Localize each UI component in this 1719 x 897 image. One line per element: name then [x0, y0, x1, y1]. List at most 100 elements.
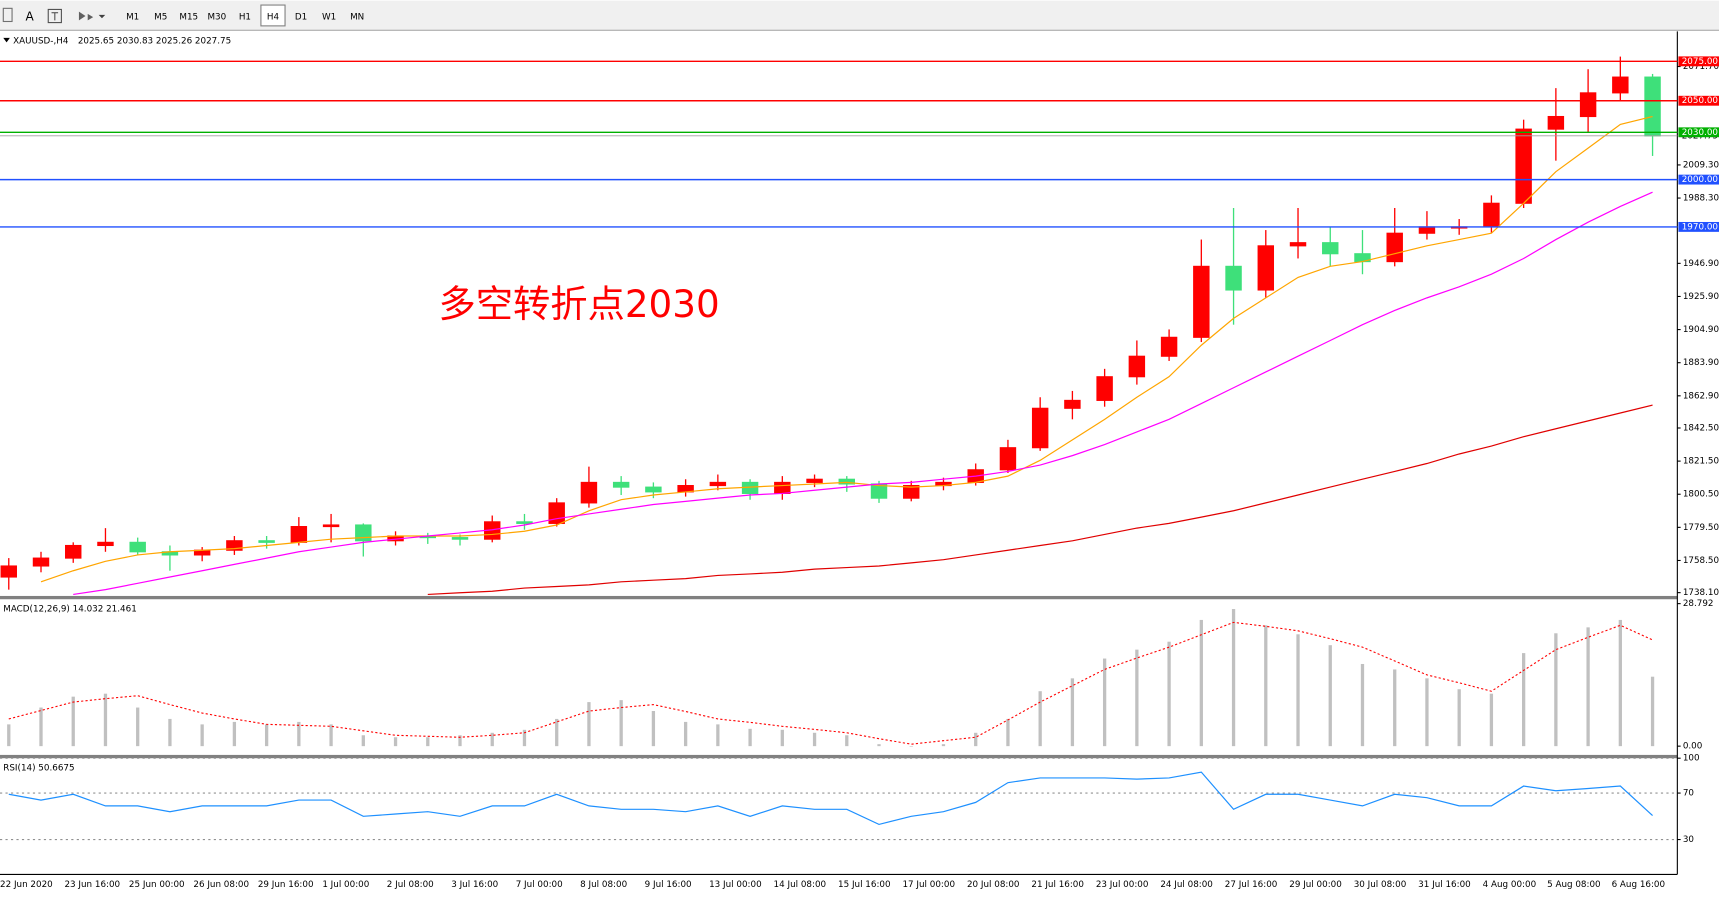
timeframe-button[interactable]: H1: [239, 13, 251, 23]
macd-bar: [168, 718, 172, 747]
y-tick-label: 1988.30: [1683, 194, 1719, 204]
x-tick-label: 3 Jul 16:00: [451, 880, 498, 890]
candle-body: [1257, 245, 1275, 291]
candle-body: [1515, 128, 1532, 204]
y-tick-label: 1821.50: [1683, 457, 1719, 467]
macd-bar: [780, 729, 784, 747]
macd-bar: [71, 696, 75, 747]
candle-body: [1289, 242, 1307, 247]
candle-body: [774, 481, 791, 494]
y-tick-label: 28.792: [1683, 599, 1714, 609]
macd-bar: [748, 728, 752, 747]
macd-bar: [490, 732, 494, 747]
y-tick-label: 1842.50: [1683, 423, 1719, 433]
timeframe-button[interactable]: M15: [179, 13, 198, 23]
signal-line: [8, 621, 1653, 745]
collapse-icon[interactable]: [3, 37, 10, 43]
y-tick-label: 1883.90: [1683, 358, 1719, 368]
moving-average: [427, 404, 1653, 596]
x-tick-label: 22 Jun 2020: [0, 880, 53, 890]
timeframe-button[interactable]: M5: [154, 13, 167, 23]
candle-body: [129, 541, 146, 553]
y-tick-label: 30: [1683, 835, 1694, 845]
x-tick-label: 15 Jul 16:00: [838, 880, 891, 890]
x-tick-label: 24 Jul 08:00: [1160, 880, 1213, 890]
macd-bar: [812, 732, 817, 747]
candle-body: [580, 481, 598, 504]
macd-bar: [619, 700, 623, 747]
macd-bar: [232, 721, 237, 747]
x-tick-label: 2 Jul 08:00: [387, 880, 434, 890]
level-label: 2030.00: [1682, 128, 1718, 138]
timeframe-button[interactable]: W1: [322, 13, 336, 23]
candle-body: [290, 526, 308, 543]
x-tick-label: 5 Aug 08:00: [1547, 880, 1601, 890]
y-tick-label: 0.00: [1683, 742, 1703, 752]
candle-body: [226, 540, 243, 551]
x-tick-label: 31 Jul 16:00: [1418, 880, 1471, 890]
y-tick-label: 2009.30: [1683, 160, 1719, 170]
candle-body: [1064, 399, 1081, 409]
dropdown-icon[interactable]: [98, 14, 106, 19]
x-tick-label: 9 Jul 16:00: [645, 880, 692, 890]
timeframe-button[interactable]: M1: [126, 13, 139, 23]
candle-body: [355, 524, 372, 542]
x-tick-label: 30 Jul 08:00: [1354, 880, 1407, 890]
macd-bar: [1650, 676, 1655, 747]
x-tick-label: 27 Jul 16:00: [1225, 880, 1278, 890]
x-tick-label: 26 Jun 08:00: [193, 880, 249, 890]
candle-body: [322, 524, 340, 528]
text-tool-icon[interactable]: [47, 8, 62, 24]
candle-body: [1031, 407, 1049, 449]
candle-body: [1386, 232, 1403, 263]
macd-bar: [587, 702, 591, 747]
macd-bar: [1586, 627, 1590, 747]
arrows-icon[interactable]: [78, 11, 94, 21]
macd-bar: [1264, 625, 1268, 747]
y-tick-label: 1925.90: [1683, 292, 1719, 302]
rsi-line: [8, 771, 1653, 826]
level-tag: [1678, 95, 1719, 106]
candle-body: [32, 557, 50, 567]
candle-body: [999, 447, 1017, 471]
macd-bar: [1199, 619, 1203, 747]
y-tick-label: 1946.90: [1683, 259, 1719, 269]
candle-body: [0, 565, 17, 578]
icon[interactable]: [2, 7, 13, 23]
candle-body: [1579, 92, 1597, 118]
macd-bar: [845, 735, 849, 747]
toolbar-background: [0, 0, 1719, 31]
x-tick-label: 29 Jun 16:00: [258, 880, 314, 890]
macd-bar: [103, 693, 108, 747]
x-tick-label: 29 Jul 00:00: [1289, 880, 1342, 890]
candle-body: [806, 478, 823, 483]
panel-separator: [0, 754, 1678, 759]
y-tick-label: 100: [1683, 754, 1700, 764]
font-button[interactable]: A: [25, 10, 34, 24]
timeframe-button[interactable]: M30: [207, 13, 226, 23]
macd-bar: [1135, 649, 1139, 747]
macd-bar: [393, 737, 398, 747]
x-tick-label: 8 Jul 08:00: [580, 880, 627, 890]
level-tag: [1678, 127, 1719, 138]
macd-bar: [1425, 678, 1429, 747]
candle-body: [903, 485, 920, 499]
active-timeframe[interactable]: [260, 4, 286, 27]
macd-bar: [1554, 633, 1558, 747]
timeframe-button[interactable]: MN: [350, 13, 364, 23]
candle-body: [65, 544, 82, 559]
timeframe-button[interactable]: H4: [267, 13, 280, 23]
timeframe-button[interactable]: D1: [295, 13, 307, 23]
macd-bar: [1457, 689, 1461, 747]
level-tag: [1678, 221, 1719, 232]
y-tick-label: 1779.50: [1683, 523, 1719, 533]
y-tick-label: 1862.90: [1683, 391, 1719, 401]
macd-bar: [877, 744, 881, 747]
x-tick-label: 20 Jul 08:00: [967, 880, 1020, 890]
panel-title: MACD(12,26,9) 14.032 21.461: [3, 605, 136, 615]
macd-bar: [329, 724, 333, 747]
macd-bar: [361, 735, 365, 747]
y-tick-label: 1758.50: [1683, 556, 1719, 566]
level-label: 2050.00: [1682, 96, 1718, 106]
x-tick-label: 4 Aug 00:00: [1483, 880, 1537, 890]
